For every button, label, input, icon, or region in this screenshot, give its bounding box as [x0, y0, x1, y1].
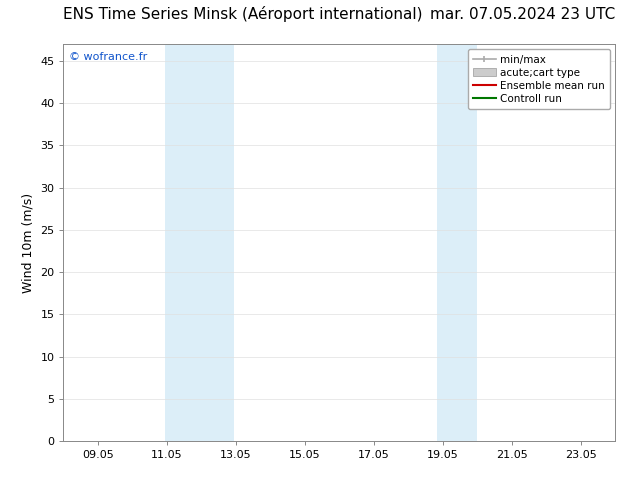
Text: ENS Time Series Minsk (Aéroport international): ENS Time Series Minsk (Aéroport internat…	[63, 6, 423, 22]
Bar	[437, 44, 477, 441]
Text: © wofrance.fr: © wofrance.fr	[69, 52, 147, 62]
Text: mar. 07.05.2024 23 UTC: mar. 07.05.2024 23 UTC	[430, 7, 615, 22]
Bar	[165, 44, 234, 441]
Legend: min/max, acute;cart type, Ensemble mean run, Controll run: min/max, acute;cart type, Ensemble mean …	[467, 49, 610, 109]
Y-axis label: Wind 10m (m/s): Wind 10m (m/s)	[22, 193, 35, 293]
